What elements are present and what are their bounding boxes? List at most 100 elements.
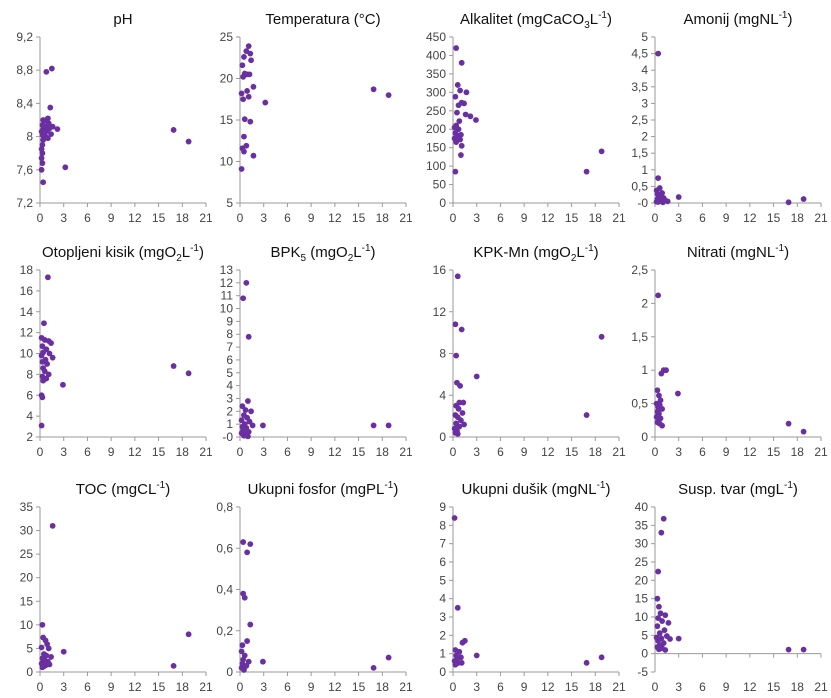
data-point (664, 198, 671, 205)
data-point (656, 646, 662, 653)
x-tick-label: 15 (767, 680, 781, 694)
x-tick-label: 12 (743, 445, 757, 459)
panel-title-part: -1 (156, 480, 165, 491)
y-tick-label: 0,8 (216, 500, 233, 514)
panel-title-part: ) (784, 244, 789, 261)
data-point (659, 406, 666, 412)
panel-title-part: ) (594, 244, 599, 261)
y-tick-label: 12 (220, 276, 234, 290)
x-tick-label: 3 (260, 680, 267, 694)
x-tick-label: 0 (450, 680, 457, 694)
data-point (462, 111, 469, 118)
y-tick-label: 0 (439, 196, 446, 210)
panel-title: Otopljeni kisik (mgO2L-1) (42, 243, 204, 264)
y-tick-label: 6 (439, 555, 446, 569)
panel-title-part: Temperatura (°C) (265, 11, 380, 28)
data-point (38, 352, 45, 359)
x-tick-label: 9 (723, 211, 730, 225)
x-tick-label: 12 (743, 680, 757, 694)
y-tick-label: 2 (26, 430, 33, 444)
data-point (244, 549, 251, 556)
x-tick-label: 9 (108, 680, 115, 694)
data-point (459, 410, 466, 416)
panel-title-part: Alkalitet (mgCaCO (460, 11, 584, 28)
x-tick-label: 9 (521, 680, 528, 694)
y-tick-label: 7,6 (16, 163, 33, 177)
data-point (39, 358, 46, 365)
panel-title-part: L (576, 244, 584, 261)
panel-title-part: -1 (779, 10, 788, 21)
x-tick-label: 18 (791, 211, 805, 225)
x-tick-label: 6 (699, 445, 706, 459)
data-point (655, 199, 662, 205)
data-point (457, 382, 464, 389)
y-tick-label: 10 (220, 302, 234, 316)
data-point (41, 368, 48, 375)
data-point (654, 387, 661, 394)
y-tick-label: 3 (226, 391, 233, 405)
data-point (583, 412, 590, 418)
y-tick-label: 4 (439, 388, 446, 402)
panel-title-part: -1 (362, 243, 371, 254)
x-tick-label: 6 (497, 211, 504, 225)
x-tick-label: 12 (328, 445, 342, 459)
data-point (245, 398, 251, 404)
panel-title-part: 2 (571, 253, 577, 264)
x-tick-label: 0 (237, 445, 244, 459)
x-tick-label: 6 (284, 680, 291, 694)
y-tick-label: 13 (220, 263, 234, 277)
y-tick-label: 7,2 (16, 196, 33, 210)
panel-title: TOC (mgCL-1) (76, 480, 170, 498)
y-tick-label: 5 (641, 628, 648, 642)
data-point (238, 166, 245, 172)
data-point (460, 399, 467, 406)
scatter-panel-9: TOC (mgCL-1) 0 5 10 15 20 25 30 35 0 3 6 9 12 15 18 21 (20, 480, 213, 694)
data-point (38, 166, 45, 173)
data-point (250, 152, 257, 159)
y-tick-label: 8,4 (16, 96, 33, 110)
data-point (170, 363, 177, 369)
x-tick-label: 6 (699, 680, 706, 694)
data-point (170, 662, 177, 669)
panel-title-part: ) (787, 11, 792, 28)
data-point (370, 664, 377, 671)
y-tick-label: 8 (26, 130, 33, 144)
data-point (675, 635, 682, 642)
data-point (47, 104, 54, 111)
panel-title-part: ) (199, 244, 204, 261)
y-tick-label: 0,5 (631, 179, 648, 193)
data-point (39, 150, 46, 157)
data-point (245, 93, 252, 100)
x-tick-label: 15 (152, 211, 166, 225)
scatter-panel-8: Nitrati (mgNL-1) 0 0,5 1 1,5 2 2,5 0 3 6 9 12 15 18 21 (631, 243, 828, 459)
y-tick-label: 1 (641, 163, 648, 177)
data-point (60, 648, 67, 655)
data-point (458, 142, 465, 149)
data-point (45, 135, 51, 142)
data-point (48, 654, 54, 660)
data-point (655, 637, 662, 644)
y-tick-label: 40 (635, 500, 649, 514)
x-tick-label: 15 (565, 680, 579, 694)
panel-title: Ukupni dušik (mgNL-1) (462, 480, 611, 498)
panel-title-part: KPK-Mn (mgO (473, 244, 571, 261)
x-tick-label: 0 (652, 445, 659, 459)
x-tick-label: 12 (128, 211, 142, 225)
panel-title-part: BPK (270, 244, 300, 261)
x-tick-label: 9 (308, 680, 315, 694)
y-tick-label: 35 (20, 500, 34, 514)
x-tick-label: 21 (199, 445, 213, 459)
x-tick-label: 0 (37, 211, 44, 225)
x-tick-label: 0 (450, 445, 457, 459)
data-point (655, 50, 662, 57)
x-tick-label: 3 (675, 211, 682, 225)
panel-title-part: L (590, 11, 598, 28)
panel-title: Susp. tvar (mgL-1) (678, 480, 798, 498)
x-tick-label: 6 (84, 211, 91, 225)
scatter-panel-12: Susp. tvar (mgL-1) -5 0 5 10 15 20 25 30 35 40 0 3 6 9… (635, 480, 828, 694)
data-point (385, 92, 392, 98)
y-tick-label: 5 (226, 366, 233, 380)
y-tick-label: 1,5 (631, 146, 648, 160)
y-tick-label: 2 (439, 628, 446, 642)
data-point (457, 87, 464, 94)
